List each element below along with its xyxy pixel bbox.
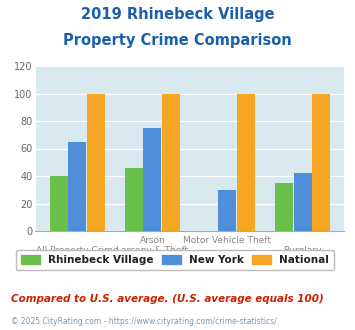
Bar [143, 128, 162, 231]
Text: 2019 Rhinebeck Village: 2019 Rhinebeck Village [81, 7, 274, 21]
Text: Arson: Arson [140, 236, 165, 245]
Text: Larceny & Theft: Larceny & Theft [116, 246, 189, 255]
Bar [237, 93, 255, 231]
Bar [68, 142, 86, 231]
Bar [218, 190, 236, 231]
Bar [87, 93, 105, 231]
Text: Property Crime Comparison: Property Crime Comparison [63, 33, 292, 48]
Text: © 2025 CityRating.com - https://www.cityrating.com/crime-statistics/: © 2025 CityRating.com - https://www.city… [11, 317, 277, 326]
Text: Motor Vehicle Theft: Motor Vehicle Theft [184, 236, 272, 245]
Bar [312, 93, 330, 231]
Text: All Property Crime: All Property Crime [36, 246, 119, 255]
Text: Compared to U.S. average. (U.S. average equals 100): Compared to U.S. average. (U.S. average … [11, 294, 323, 304]
Bar [275, 183, 293, 231]
Legend: Rhinebeck Village, New York, National: Rhinebeck Village, New York, National [16, 250, 334, 270]
Text: Burglary: Burglary [283, 246, 322, 255]
Bar [162, 93, 180, 231]
Bar [125, 168, 143, 231]
Bar [50, 176, 67, 231]
Bar [294, 173, 312, 231]
